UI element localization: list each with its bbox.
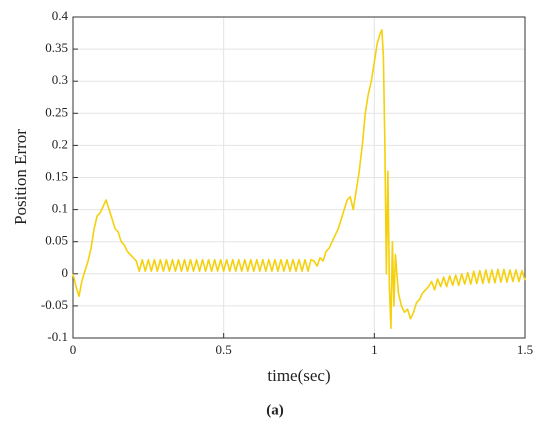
y-tick-label: 0.1: [52, 201, 68, 216]
y-tick-label: 0.4: [52, 8, 69, 23]
x-tick-label: 0.5: [216, 342, 232, 357]
y-tick-label: 0.05: [45, 233, 68, 248]
x-tick-label: 1: [371, 342, 378, 357]
y-tick-label: 0.2: [52, 136, 68, 151]
y-tick-label: 0: [62, 265, 69, 280]
x-tick-label: 0: [70, 342, 77, 357]
y-tick-label: -0.05: [41, 297, 68, 312]
y-axis-title: Position Error: [11, 129, 30, 225]
x-axis-title: time(sec): [267, 366, 330, 385]
x-tick-label: 1.5: [517, 342, 533, 357]
y-tick-label: 0.3: [52, 72, 68, 87]
y-tick-label: 0.35: [45, 40, 68, 55]
y-tick-label: -0.1: [47, 329, 68, 344]
y-tick-label: 0.15: [45, 168, 68, 183]
line-series: [72, 29, 526, 330]
caption: (a): [266, 402, 284, 418]
plot-frame: [72, 16, 526, 339]
y-tick-label: 0.25: [45, 104, 68, 119]
